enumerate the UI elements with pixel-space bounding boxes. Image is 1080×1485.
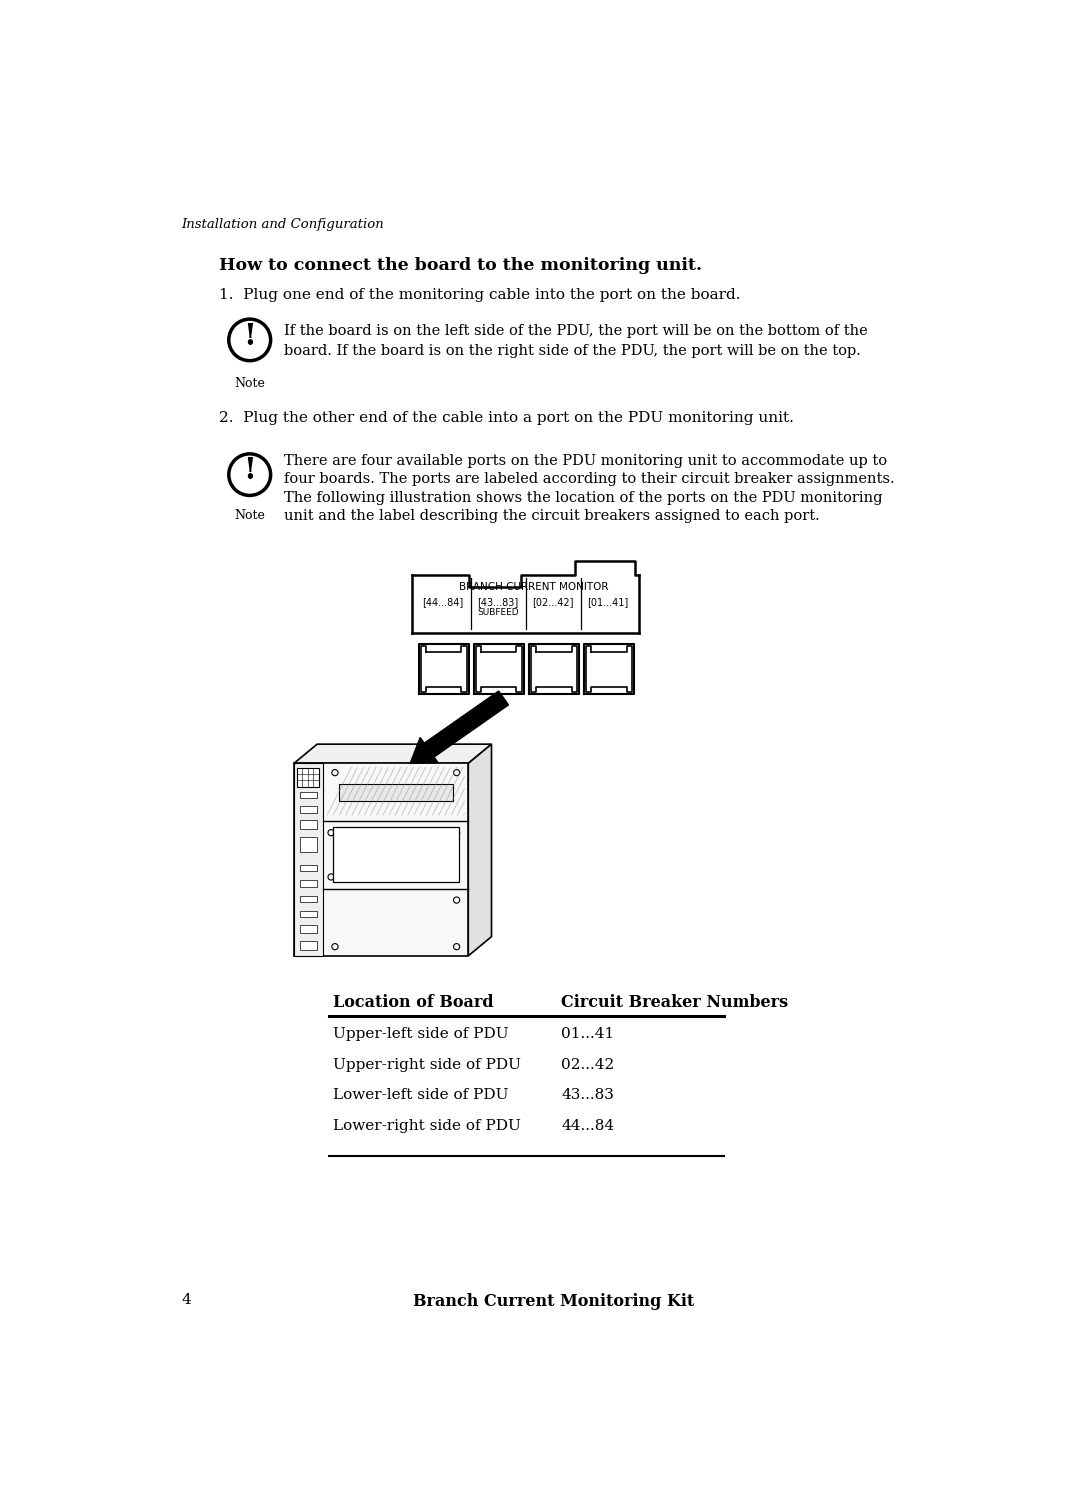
Bar	[300, 780, 318, 787]
Text: [01...41]: [01...41]	[588, 597, 629, 607]
Text: How to connect the board to the monitoring unit.: How to connect the board to the monitori…	[218, 257, 702, 273]
Bar	[300, 792, 318, 797]
Bar	[297, 768, 319, 787]
Text: SUBFEED: SUBFEED	[477, 609, 518, 618]
Text: If the board is on the left side of the PDU, the port will be on the bottom of t: If the board is on the left side of the …	[284, 325, 867, 339]
Bar	[300, 881, 318, 887]
Bar	[300, 940, 318, 950]
Bar	[300, 806, 318, 814]
Text: 01...41: 01...41	[562, 1026, 615, 1041]
Text: Upper-right side of PDU: Upper-right side of PDU	[333, 1057, 521, 1072]
Text: 02...42: 02...42	[562, 1057, 615, 1072]
Text: Circuit Breaker Numbers: Circuit Breaker Numbers	[562, 995, 788, 1011]
FancyArrow shape	[410, 691, 509, 763]
Text: 2.  Plug the other end of the cable into a port on the PDU monitoring unit.: 2. Plug the other end of the cable into …	[218, 411, 794, 425]
Text: Upper-left side of PDU: Upper-left side of PDU	[333, 1026, 509, 1041]
Bar	[300, 866, 318, 872]
Text: Note: Note	[234, 377, 265, 391]
Bar	[300, 820, 318, 829]
Text: 44...84: 44...84	[562, 1120, 615, 1133]
Bar	[300, 836, 318, 852]
Text: unit and the label describing the circuit breakers assigned to each port.: unit and the label describing the circui…	[284, 509, 820, 523]
Text: [43...83]: [43...83]	[477, 597, 518, 607]
Text: The following illustration shows the location of the ports on the PDU monitoring: The following illustration shows the loc…	[284, 492, 882, 505]
Text: Note: Note	[234, 509, 265, 523]
Bar	[300, 912, 318, 918]
Bar	[294, 763, 469, 956]
Polygon shape	[294, 744, 491, 763]
Text: Location of Board: Location of Board	[333, 995, 494, 1011]
Bar	[300, 925, 318, 933]
Text: Lower-left side of PDU: Lower-left side of PDU	[333, 1089, 508, 1102]
Text: four boards. The ports are labeled according to their circuit breaker assignment: four boards. The ports are labeled accor…	[284, 472, 894, 487]
Bar	[339, 784, 453, 800]
Text: !: !	[243, 322, 256, 350]
Text: [44...84]: [44...84]	[422, 597, 463, 607]
Text: Branch Current Monitoring Kit: Branch Current Monitoring Kit	[413, 1293, 694, 1310]
Text: board. If the board is on the right side of the PDU, the port will be on the top: board. If the board is on the right side…	[284, 343, 861, 358]
Bar	[300, 895, 318, 901]
Bar	[333, 827, 459, 882]
Text: 1.  Plug one end of the monitoring cable into the port on the board.: 1. Plug one end of the monitoring cable …	[218, 288, 740, 303]
Text: 43...83: 43...83	[562, 1089, 615, 1102]
Polygon shape	[469, 744, 491, 956]
Text: There are four available ports on the PDU monitoring unit to accommodate up to: There are four available ports on the PD…	[284, 454, 887, 468]
Text: Lower-right side of PDU: Lower-right side of PDU	[333, 1120, 521, 1133]
Text: [02...42]: [02...42]	[532, 597, 573, 607]
Text: BRANCH CURRENT MONITOR: BRANCH CURRENT MONITOR	[459, 582, 608, 591]
Bar	[294, 763, 323, 956]
Text: 4: 4	[181, 1293, 191, 1307]
Text: Installation and Configuration: Installation and Configuration	[181, 218, 384, 232]
Text: !: !	[243, 456, 256, 486]
